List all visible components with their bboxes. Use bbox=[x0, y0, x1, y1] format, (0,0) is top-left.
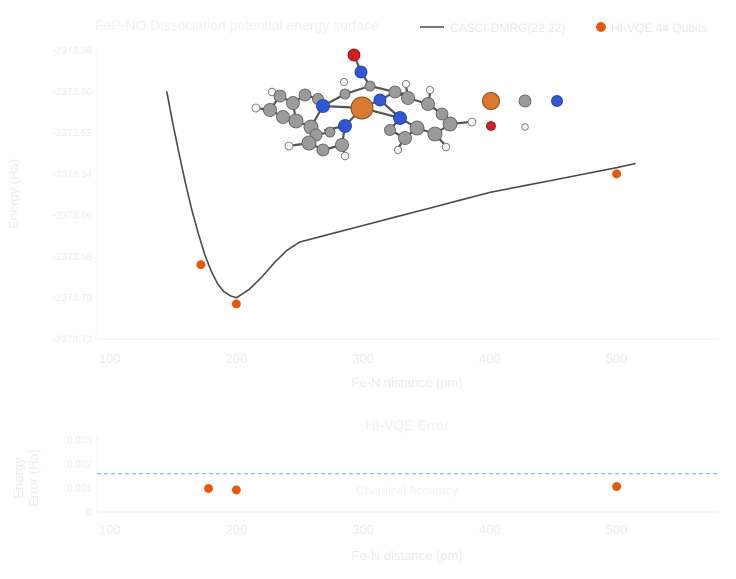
error-chart-title: HI-VQE Error bbox=[365, 417, 449, 433]
error-x-axis-label: Fe-N distance (pm) bbox=[351, 548, 462, 563]
legend: CASCI-DMRG(22,22) HI-VQE 44 Qubits bbox=[420, 21, 707, 35]
error-y-tick-label: 0.001 bbox=[67, 484, 92, 495]
error-y-tick-label: 0.002 bbox=[67, 460, 92, 471]
y-tick-label: -2373.58 bbox=[53, 46, 93, 57]
error-chart: HI-VQE Error 0 0.001 0.002 0.003 100 200 300 4… bbox=[11, 417, 718, 563]
error-y-axis-label-line1: Energy bbox=[11, 457, 26, 499]
chart-title: FeP-NO Dissociation potential energy sur… bbox=[95, 17, 379, 33]
x-ticks: 100 200 300 400 500 bbox=[99, 351, 628, 366]
x-tick-label: 300 bbox=[352, 351, 374, 366]
error-data-point bbox=[231, 485, 241, 495]
series-line-casci-dmrg bbox=[165, 91, 636, 299]
x-tick-label: 100 bbox=[99, 351, 121, 366]
data-point-hivqe bbox=[231, 299, 241, 309]
error-x-tick-label: 100 bbox=[99, 522, 121, 537]
plot-area bbox=[165, 91, 636, 309]
error-x-tick-label: 500 bbox=[606, 522, 628, 537]
legend-marker-swatch bbox=[596, 22, 606, 32]
error-y-tick-label: 0.003 bbox=[67, 436, 92, 447]
error-y-tick-label: 0 bbox=[86, 508, 92, 519]
error-y-axis-label-line2: Error (Ha) bbox=[26, 449, 41, 507]
chemical-accuracy-label: Chemical Accuracy bbox=[356, 484, 458, 498]
error-data-point bbox=[612, 482, 622, 492]
error-data-point bbox=[204, 483, 214, 493]
x-tick-label: 400 bbox=[479, 351, 501, 366]
error-x-ticks: 100 200 300 400 500 bbox=[99, 522, 628, 537]
y-tick-label: -2373.60 bbox=[53, 87, 93, 98]
y-tick-label: -2373.64 bbox=[53, 169, 93, 180]
legend-label-dmrg: CASCI-DMRG(22,22) bbox=[450, 21, 565, 35]
x-tick-label: 200 bbox=[226, 351, 248, 366]
error-x-tick-label: 300 bbox=[352, 522, 374, 537]
y-tick-label: -2373.62 bbox=[53, 128, 93, 139]
molecule-inset-image bbox=[251, 48, 563, 161]
y-tick-label: -2373.66 bbox=[53, 211, 93, 222]
legend-label-hivqe: HI-VQE 44 Qubits bbox=[611, 21, 707, 35]
y-tick-label: -2373.72 bbox=[53, 335, 93, 346]
y-tick-label: -2373.68 bbox=[53, 252, 93, 263]
error-x-tick-label: 400 bbox=[479, 522, 501, 537]
data-point-hivqe bbox=[196, 260, 206, 270]
pes-chart: FeP-NO Dissociation potential energy sur… bbox=[6, 17, 718, 390]
x-tick-label: 500 bbox=[606, 351, 628, 366]
error-y-ticks: 0 0.001 0.002 0.003 bbox=[67, 436, 92, 519]
x-axis-label: Fe-N distance (pm) bbox=[351, 375, 462, 390]
y-axis-label: Energy (Ha) bbox=[6, 159, 21, 229]
data-point-hivqe bbox=[612, 169, 622, 179]
y-ticks: -2373.58 -2373.60 -2373.62 -2373.64 -2373.66… bbox=[53, 46, 93, 346]
error-plot-area bbox=[97, 473, 718, 495]
error-x-tick-label: 200 bbox=[226, 522, 248, 537]
y-tick-label: -2373.70 bbox=[53, 293, 93, 304]
